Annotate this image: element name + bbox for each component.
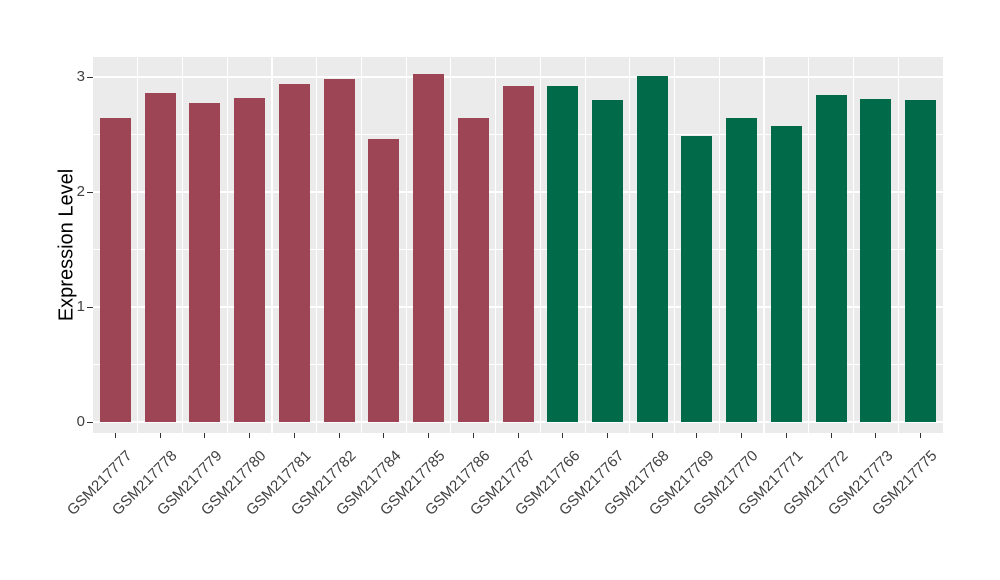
bar <box>591 100 623 422</box>
y-tick <box>87 76 93 78</box>
x-tick <box>741 433 743 438</box>
gridline-minor-x <box>673 57 676 433</box>
bar <box>144 93 176 422</box>
x-tick <box>114 433 116 438</box>
x-tick <box>293 433 295 438</box>
gridline-minor-x <box>584 57 586 433</box>
x-tick <box>249 433 251 438</box>
bar <box>278 83 310 422</box>
gridline-minor-x <box>271 57 273 433</box>
gridline-minor-x <box>852 57 855 433</box>
bar <box>547 86 579 422</box>
gridline-minor-x <box>539 57 541 433</box>
x-tick <box>875 433 877 438</box>
bar <box>502 86 534 422</box>
x-tick <box>517 433 519 438</box>
gridline-minor-x <box>405 57 407 433</box>
gridline-minor-x <box>181 57 184 433</box>
x-tick <box>785 433 787 438</box>
x-tick <box>651 433 653 438</box>
y-tick-label: 1 <box>76 298 85 315</box>
gridline-major-y <box>93 421 943 423</box>
gridline-minor-x <box>137 57 139 433</box>
bar <box>99 118 131 422</box>
y-tick-label: 2 <box>76 183 85 200</box>
gridline-minor-x <box>226 57 228 433</box>
gridline-minor-x <box>763 57 765 433</box>
x-tick <box>428 433 430 438</box>
y-tick-label: 0 <box>76 413 85 430</box>
x-tick <box>830 433 832 438</box>
bar <box>860 98 892 422</box>
x-tick <box>472 433 474 438</box>
bar <box>368 139 400 422</box>
bar <box>636 75 668 422</box>
x-tick <box>562 433 564 438</box>
gridline-minor-x <box>450 57 452 433</box>
bar <box>681 135 713 422</box>
bar <box>815 95 847 422</box>
y-tick <box>87 191 93 193</box>
bar <box>413 73 445 422</box>
bar <box>770 126 802 422</box>
x-tick <box>338 433 340 438</box>
gridline-minor-x <box>316 57 318 433</box>
gridline-minor-x <box>808 57 810 433</box>
bar <box>323 79 355 422</box>
plot-panel <box>93 57 943 433</box>
x-tick <box>920 433 922 438</box>
gridline-minor-x <box>897 57 899 433</box>
bar <box>234 97 266 422</box>
y-tick-label: 3 <box>76 68 85 85</box>
x-tick <box>696 433 698 438</box>
y-tick <box>87 306 93 308</box>
gridline-major-y <box>93 76 943 78</box>
x-tick <box>159 433 161 438</box>
gridline-minor-x <box>495 57 497 433</box>
gridline-minor-x <box>629 57 631 433</box>
gridline-minor-x <box>360 57 362 433</box>
bar <box>189 103 221 422</box>
bar <box>905 100 937 422</box>
bar <box>457 118 489 422</box>
y-tick <box>87 421 93 423</box>
x-tick <box>383 433 385 438</box>
bar <box>726 118 758 422</box>
gridline-minor-x <box>718 57 720 433</box>
x-tick <box>606 433 608 438</box>
x-tick <box>204 433 206 438</box>
